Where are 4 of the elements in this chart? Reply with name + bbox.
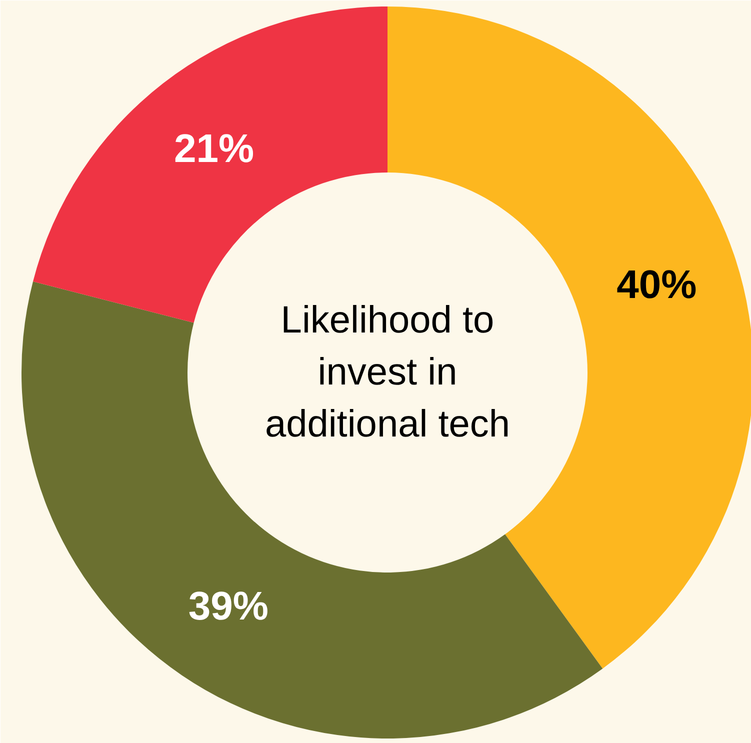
data-label: 39%	[188, 584, 268, 629]
data-label: 21%	[174, 126, 254, 171]
data-label: 40%	[616, 263, 697, 308]
text: Likelihood to invest in additional tech	[264, 300, 510, 446]
